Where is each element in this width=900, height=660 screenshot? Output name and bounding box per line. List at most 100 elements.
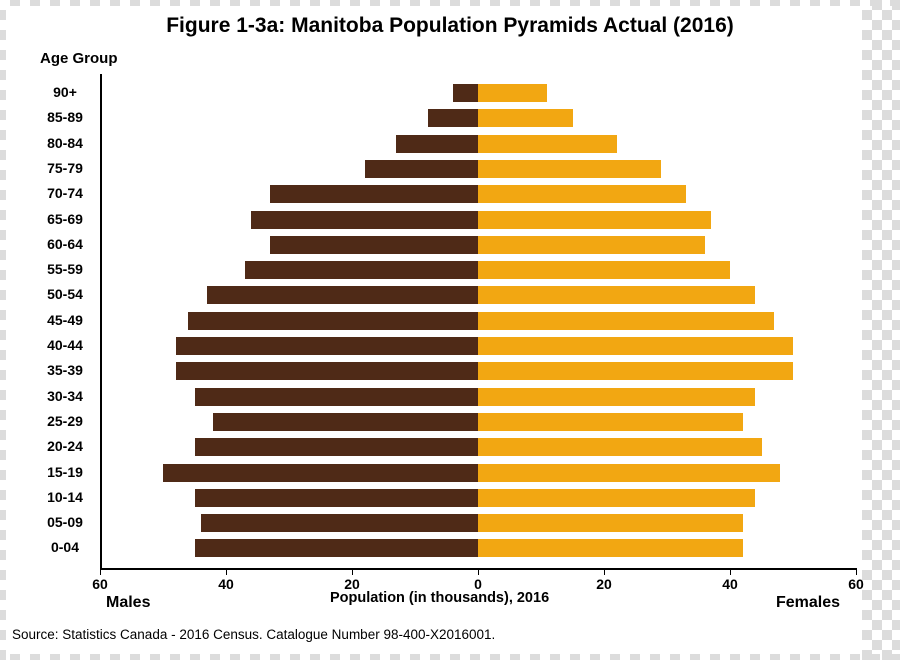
x-tick-label: 40: [206, 576, 246, 592]
male-bar: [270, 185, 478, 203]
x-tick-mark: [352, 568, 353, 575]
pyramid-row: 25-29: [100, 411, 856, 433]
age-group-label: 0-04: [38, 539, 92, 555]
female-bar: [478, 261, 730, 279]
x-tick-mark: [478, 568, 479, 575]
pyramid-row: 05-09: [100, 512, 856, 534]
female-bar: [478, 337, 793, 355]
male-bar: [163, 464, 478, 482]
source-note: Source: Statistics Canada - 2016 Census.…: [12, 627, 495, 642]
male-bar: [195, 489, 479, 507]
males-label: Males: [106, 594, 150, 612]
female-bar: [478, 362, 793, 380]
females-label: Females: [776, 594, 840, 612]
pyramid-row: 35-39: [100, 360, 856, 382]
pyramid-row: 40-44: [100, 335, 856, 357]
male-bar: [213, 413, 478, 431]
pyramid-row: 90+: [100, 82, 856, 104]
female-bar: [478, 211, 711, 229]
pyramid-row: 60-64: [100, 234, 856, 256]
age-group-label: 50-54: [38, 286, 92, 302]
female-bar: [478, 514, 743, 532]
age-group-label: 10-14: [38, 489, 92, 505]
bg-checker: [862, 0, 900, 660]
pyramid-row: 70-74: [100, 183, 856, 205]
y-axis-line: [100, 74, 102, 568]
male-bar: [251, 211, 478, 229]
pyramid-row: 15-19: [100, 462, 856, 484]
x-tick-mark: [856, 568, 857, 575]
female-bar: [478, 109, 573, 127]
pyramid-row: 65-69: [100, 209, 856, 231]
male-bar: [195, 388, 479, 406]
age-group-label: 20-24: [38, 438, 92, 454]
age-group-label: 80-84: [38, 135, 92, 151]
female-bar: [478, 286, 755, 304]
x-tick-label: 60: [836, 576, 876, 592]
age-group-label: 60-64: [38, 236, 92, 252]
chart-title: Figure 1-3a: Manitoba Population Pyramid…: [0, 14, 900, 38]
bg-checker: [0, 0, 900, 6]
pyramid-row: 10-14: [100, 487, 856, 509]
x-tick-label: 20: [584, 576, 624, 592]
male-bar: [176, 337, 478, 355]
pyramid-row: 45-49: [100, 310, 856, 332]
age-group-label: 90+: [38, 84, 92, 100]
pyramid-chart: 90+ 85-89 80-84 75-79 70-74 65-69 60-64 55-59 50…: [100, 74, 856, 568]
male-bar: [201, 514, 478, 532]
male-bar: [207, 286, 478, 304]
age-group-label: 55-59: [38, 261, 92, 277]
male-bar: [195, 539, 479, 557]
x-axis-label: Population (in thousands), 2016: [330, 590, 549, 606]
male-bar: [245, 261, 478, 279]
pyramid-row: 80-84: [100, 133, 856, 155]
female-bar: [478, 413, 743, 431]
age-group-label: 75-79: [38, 160, 92, 176]
female-bar: [478, 160, 661, 178]
female-bar: [478, 464, 780, 482]
pyramid-row: 75-79: [100, 158, 856, 180]
female-bar: [478, 185, 686, 203]
pyramid-row: 0-04: [100, 537, 856, 559]
age-group-label: 30-34: [38, 388, 92, 404]
pyramid-row: 50-54: [100, 284, 856, 306]
age-group-label: 40-44: [38, 337, 92, 353]
age-group-label: 25-29: [38, 413, 92, 429]
x-tick-mark: [100, 568, 101, 575]
x-tick-label: 60: [80, 576, 120, 592]
male-bar: [176, 362, 478, 380]
age-group-label: 15-19: [38, 464, 92, 480]
x-tick-label: 40: [710, 576, 750, 592]
male-bar: [270, 236, 478, 254]
x-tick-mark: [730, 568, 731, 575]
male-bar: [188, 312, 478, 330]
female-bar: [478, 438, 762, 456]
male-bar: [428, 109, 478, 127]
female-bar: [478, 236, 705, 254]
pyramid-row: 85-89: [100, 107, 856, 129]
age-group-label: 45-49: [38, 312, 92, 328]
y-axis-header: Age Group: [40, 50, 118, 67]
female-bar: [478, 312, 774, 330]
male-bar: [195, 438, 479, 456]
female-bar: [478, 84, 547, 102]
bg-checker: [0, 654, 900, 660]
x-tick-mark: [226, 568, 227, 575]
female-bar: [478, 539, 743, 557]
pyramid-row: 20-24: [100, 436, 856, 458]
age-group-label: 85-89: [38, 109, 92, 125]
female-bar: [478, 489, 755, 507]
age-group-label: 35-39: [38, 362, 92, 378]
age-group-label: 65-69: [38, 211, 92, 227]
male-bar: [453, 84, 478, 102]
female-bar: [478, 388, 755, 406]
pyramid-row: 55-59: [100, 259, 856, 281]
male-bar: [396, 135, 478, 153]
figure-container: Figure 1-3a: Manitoba Population Pyramid…: [0, 0, 900, 660]
age-group-label: 70-74: [38, 185, 92, 201]
female-bar: [478, 135, 617, 153]
age-group-label: 05-09: [38, 514, 92, 530]
x-tick-mark: [604, 568, 605, 575]
bg-checker: [0, 0, 6, 660]
pyramid-row: 30-34: [100, 386, 856, 408]
